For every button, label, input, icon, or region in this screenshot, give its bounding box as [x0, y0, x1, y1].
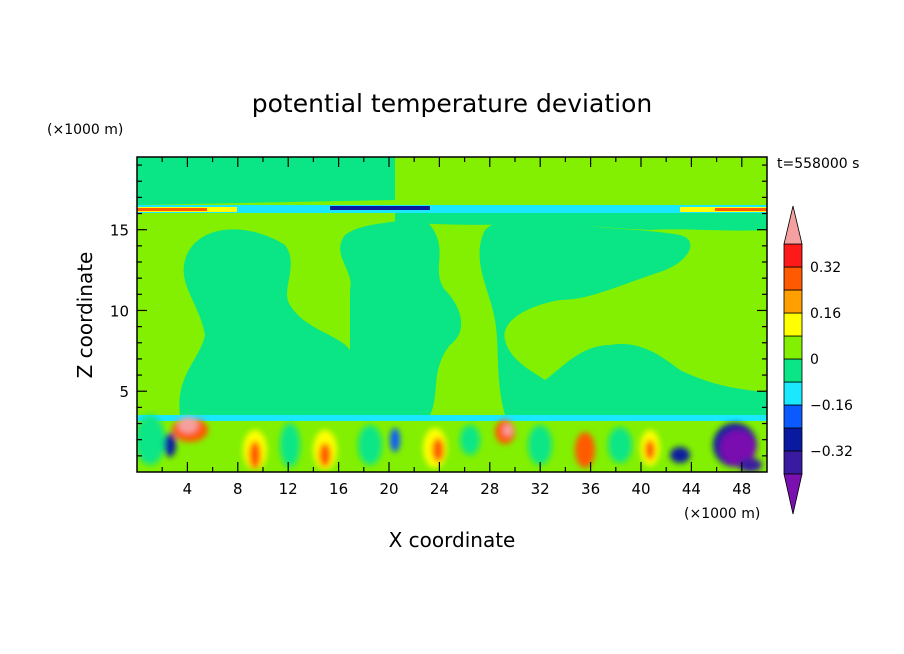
x-tick-label: 28	[480, 480, 499, 498]
plot-frame	[136, 156, 768, 473]
x-tick-label: 40	[631, 480, 650, 498]
boundary-layer-cells	[137, 415, 762, 472]
x-tick-label: 8	[233, 480, 243, 498]
colorbar-swatch	[783, 358, 803, 383]
colorbar-bottom-arrow	[783, 473, 803, 515]
z-tick-label: 10	[110, 302, 129, 320]
x-tick-label: 24	[430, 480, 449, 498]
chart-title: potential temperature deviation	[252, 89, 652, 118]
colorbar-swatch	[783, 312, 803, 337]
region-neg-mid-right	[479, 216, 767, 415]
boundary-layer	[137, 415, 767, 472]
tropopause-band-red-left	[137, 208, 207, 211]
x-tick-label: 32	[531, 480, 550, 498]
boundary-layer-top	[137, 415, 767, 421]
tropopause-band-blue	[330, 206, 430, 210]
z-axis-label: Z coordinate	[73, 252, 97, 379]
x-tick-label: 4	[183, 480, 193, 498]
x-axis-label: X coordinate	[389, 528, 516, 552]
x-axis-ticks: 4 8 12 16 20 24 28 32 36 40 44 48	[161, 157, 751, 498]
z-tick-label: 15	[110, 222, 129, 240]
colorbar-swatch	[783, 381, 803, 406]
colorbar-label: 0.32	[810, 260, 841, 276]
z-axis-unit: (×1000 m)	[47, 122, 123, 138]
colorbar-swatch	[783, 335, 803, 360]
colorbar-top-arrow	[783, 205, 803, 245]
x-tick-label: 36	[581, 480, 600, 498]
tropopause-band-cyan	[137, 205, 767, 213]
colorbar-label: 0	[810, 352, 819, 368]
z-axis-ticks: 5 10 15	[110, 164, 767, 457]
region-neg-top-left	[137, 157, 395, 205]
colorbar: 0.32 0.16 0 −0.16 −0.32	[783, 205, 853, 515]
region-neg-mid-left	[179, 215, 462, 415]
colorbar-swatch	[783, 404, 803, 429]
x-tick-label: 48	[732, 480, 751, 498]
colorbar-swatch	[783, 266, 803, 291]
tropopause-band-red-right	[715, 208, 767, 211]
colorbar-swatch	[783, 243, 803, 268]
colorbar-label: 0.16	[810, 306, 841, 322]
time-label: t=558000 s	[777, 156, 859, 172]
x-tick-label: 16	[329, 480, 348, 498]
colorbar-swatch	[783, 427, 803, 452]
colorbar-label: −0.32	[810, 444, 853, 460]
x-tick-label: 12	[279, 480, 298, 498]
x-axis-unit: (×1000 m)	[684, 506, 760, 522]
colorbar-label: −0.16	[810, 398, 853, 414]
x-tick-label: 20	[379, 480, 398, 498]
colorbar-swatch	[783, 289, 803, 314]
z-tick-label: 5	[119, 383, 129, 401]
x-tick-label: 44	[682, 480, 701, 498]
contour-field	[137, 157, 767, 472]
colorbar-swatch	[783, 450, 803, 475]
